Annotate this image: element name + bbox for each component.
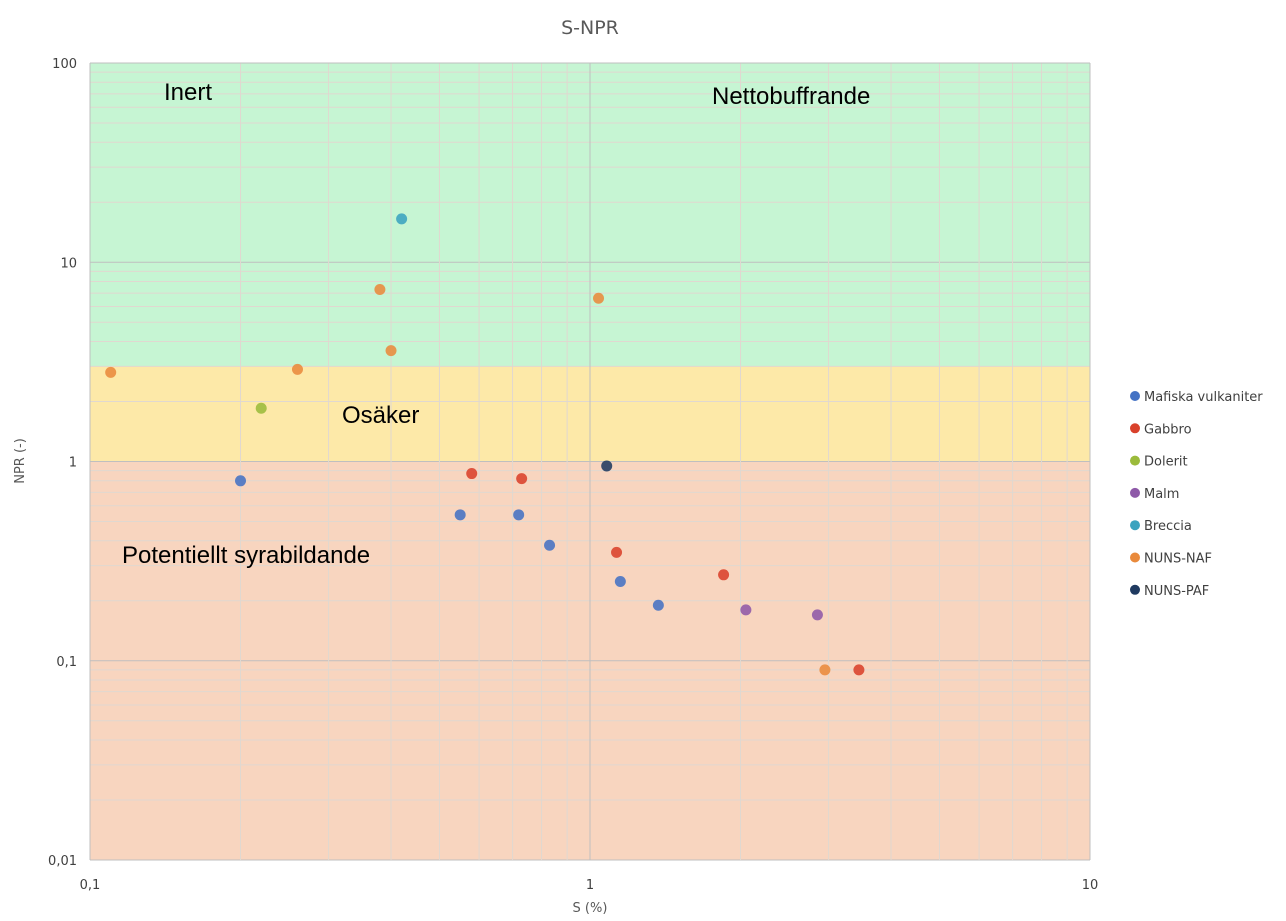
y-tick-label: 10 <box>60 256 77 271</box>
data-point-gabbro <box>516 473 528 485</box>
legend-marker <box>1130 423 1140 434</box>
region-label-potentiellt-syrabildande: Potentiellt syrabildande <box>122 542 370 569</box>
data-point-nuns-paf <box>601 460 613 472</box>
data-point-mafiska-vulkaniter <box>513 509 525 521</box>
y-tick-label: 0,01 <box>48 854 77 869</box>
data-point-gabbro <box>466 468 478 480</box>
data-point-gabbro <box>853 664 865 676</box>
legend-marker <box>1130 455 1140 466</box>
y-axis-title: NPR (-) <box>13 438 28 484</box>
legend-label: Malm <box>1144 487 1179 502</box>
legend-marker <box>1130 520 1140 531</box>
region-label-osaker: Osäker <box>342 402 419 429</box>
data-point-malm <box>811 609 823 621</box>
legend-label: NUNS-PAF <box>1144 584 1209 599</box>
y-tick-label: 1 <box>69 456 77 471</box>
y-tick-label: 100 <box>52 57 77 72</box>
data-point-nuns-naf <box>385 345 397 357</box>
x-tick-label: 10 <box>1082 878 1099 893</box>
data-point-mafiska-vulkaniter <box>614 575 626 587</box>
x-axis-title: S (%) <box>573 901 608 916</box>
data-points <box>105 213 865 676</box>
legend-label: Gabbro <box>1144 422 1192 437</box>
data-point-mafiska-vulkaniter <box>454 509 466 521</box>
x-tick-label: 0,1 <box>80 878 101 893</box>
legend: Mafiska vulkaniter Gabbro Dolerit Malm Brecc… <box>1130 390 1263 599</box>
legend-label: Dolerit <box>1144 455 1188 470</box>
legend-marker <box>1130 487 1140 498</box>
legend-label: Breccia <box>1144 519 1192 534</box>
data-point-mafiska-vulkaniter <box>235 475 247 487</box>
region-label-nettobuffrande: Nettobuffrande <box>712 83 870 110</box>
data-point-mafiska-vulkaniter <box>652 599 664 611</box>
x-tick-label: 1 <box>586 878 594 893</box>
legend-marker <box>1130 584 1140 595</box>
data-point-nuns-naf <box>819 664 831 676</box>
data-point-mafiska-vulkaniter <box>544 539 556 551</box>
data-point-breccia <box>396 213 408 225</box>
data-point-dolerit <box>255 402 267 414</box>
data-point-nuns-naf <box>291 363 303 375</box>
gridlines <box>89 62 1091 861</box>
data-point-gabbro <box>718 569 730 581</box>
data-point-malm <box>740 604 752 616</box>
data-point-gabbro <box>611 546 623 558</box>
data-point-nuns-naf <box>105 366 117 378</box>
y-tick-label: 0,1 <box>56 655 77 670</box>
legend-label: Mafiska vulkaniter <box>1144 390 1263 405</box>
data-point-nuns-naf <box>593 292 605 304</box>
legend-marker <box>1130 552 1140 563</box>
region-label-inert: Inert <box>164 79 212 106</box>
legend-marker <box>1130 391 1140 401</box>
legend-label: NUNS-NAF <box>1144 552 1212 567</box>
data-point-nuns-naf <box>374 283 386 295</box>
chart-title: S-NPR <box>561 17 619 39</box>
